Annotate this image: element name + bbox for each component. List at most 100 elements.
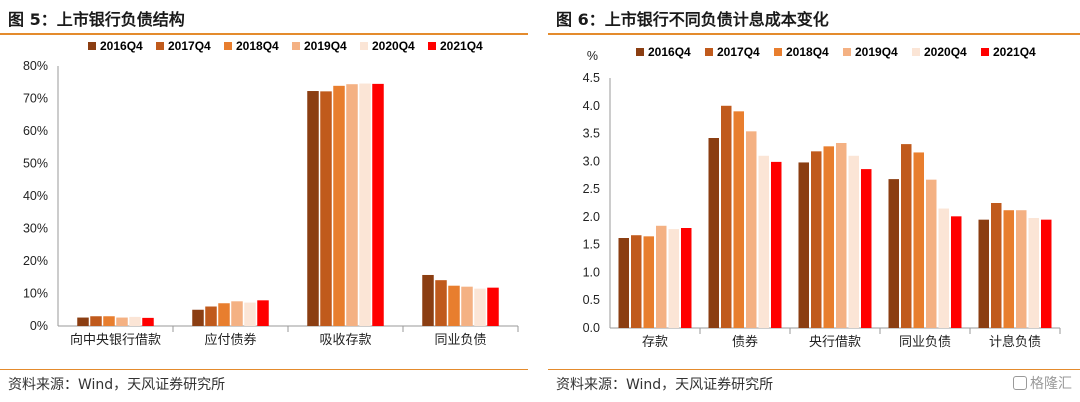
- x-category-label: 吸收存款: [319, 333, 371, 348]
- bar: [991, 203, 1002, 328]
- legend-label: 2021Q4: [993, 45, 1036, 59]
- bar: [708, 138, 719, 328]
- bar: [938, 208, 949, 328]
- bar: [1028, 218, 1039, 328]
- x-category-label: 债券: [732, 334, 758, 350]
- y-tick-label: 60%: [23, 124, 48, 138]
- y-tick-label: 3.0: [583, 154, 600, 168]
- bar: [142, 317, 154, 326]
- bar: [643, 236, 654, 328]
- bar: [823, 146, 834, 328]
- bar: [257, 300, 269, 326]
- bar: [771, 161, 782, 328]
- title-divider: [0, 33, 528, 35]
- legend-label: 2020Q4: [924, 45, 967, 59]
- x-category-label: 向中央银行借款: [70, 332, 161, 348]
- chart-panel-liability-cost: 图 6：上市银行不同负债计息成本变化 2016Q4 2017Q4 2018Q4 201…: [548, 0, 1080, 402]
- legend-label: 2018Q4: [236, 39, 279, 53]
- y-tick-label: 80%: [23, 59, 48, 73]
- y-tick-label: 30%: [23, 222, 48, 236]
- x-category-label: 计息负债: [989, 334, 1041, 350]
- bar: [448, 285, 460, 326]
- legend-label: 2017Q4: [168, 39, 211, 53]
- bar: [307, 91, 319, 327]
- bar: [681, 228, 692, 328]
- title-divider: [548, 33, 1080, 35]
- legend-label: 2016Q4: [648, 45, 691, 59]
- bar: [461, 286, 473, 326]
- y-tick-label: 40%: [23, 189, 48, 203]
- y-axis-unit-label: %: [587, 49, 598, 63]
- bar: [668, 229, 679, 328]
- bar: [90, 316, 102, 326]
- source-divider: [0, 369, 528, 370]
- bar: [372, 83, 384, 326]
- bar: [346, 84, 358, 326]
- bar: [474, 288, 486, 326]
- legend-swatch: [224, 42, 232, 50]
- bar: [205, 306, 217, 326]
- bar: [836, 143, 847, 328]
- bar: [656, 225, 667, 328]
- bar: [359, 83, 371, 326]
- y-tick-label: 0%: [30, 319, 48, 333]
- y-tick-label: 1.5: [583, 238, 600, 252]
- legend-swatch: [843, 48, 851, 56]
- bar: [1016, 210, 1027, 328]
- bar: [811, 151, 822, 328]
- bar: [244, 302, 256, 326]
- bar: [888, 179, 899, 328]
- chart-panel-liability-structure: 图 5：上市银行负债结构 2016Q4 2017Q4 2018Q4 2019Q4 202…: [0, 0, 528, 402]
- y-tick-label: 50%: [23, 157, 48, 171]
- bar: [1003, 210, 1014, 328]
- bar: [618, 238, 629, 328]
- x-category-label: 应付债券: [204, 332, 256, 348]
- legend-swatch: [636, 48, 644, 56]
- source-divider: [548, 369, 1080, 370]
- bar: [435, 280, 447, 326]
- bar: [951, 216, 962, 328]
- source-note: 资料来源：Wind，天风证券研究所: [556, 377, 774, 393]
- legend-swatch: [912, 48, 920, 56]
- y-tick-label: 4.0: [583, 99, 600, 113]
- legend-swatch: [774, 48, 782, 56]
- bar: [231, 301, 243, 326]
- bar: [129, 316, 141, 326]
- bar: [721, 105, 732, 329]
- bar: [901, 144, 912, 328]
- bar: [978, 219, 989, 328]
- bar: [116, 317, 128, 326]
- y-tick-label: 2.5: [583, 182, 600, 196]
- legend-swatch: [705, 48, 713, 56]
- watermark: 格隆汇: [1013, 373, 1072, 393]
- y-tick-label: 20%: [23, 254, 48, 268]
- bar: [320, 91, 332, 326]
- watermark-logo-icon: [1013, 376, 1027, 390]
- legend-swatch: [981, 48, 989, 56]
- bar: [758, 155, 769, 328]
- bar: [333, 85, 345, 326]
- legend-swatch: [292, 42, 300, 50]
- bar: [913, 152, 924, 328]
- bar: [422, 274, 434, 326]
- y-tick-label: 1.0: [583, 265, 600, 279]
- legend-label: 2019Q4: [855, 45, 898, 59]
- bar: [487, 287, 499, 326]
- bar: [848, 155, 859, 328]
- legend-label: 2020Q4: [372, 39, 415, 53]
- legend-label: 2019Q4: [304, 39, 347, 53]
- bar: [798, 162, 809, 328]
- bar: [746, 131, 757, 328]
- legend-label: 2021Q4: [440, 39, 483, 53]
- y-tick-label: 4.5: [583, 71, 600, 85]
- legend-label: 2017Q4: [717, 45, 760, 59]
- bar: [218, 303, 230, 326]
- bar: [103, 316, 115, 326]
- y-tick-label: 3.5: [583, 127, 600, 141]
- y-tick-label: 70%: [23, 92, 48, 106]
- bar: [733, 111, 744, 328]
- legend-swatch: [88, 42, 96, 50]
- x-category-label: 同业负债: [434, 333, 486, 348]
- watermark-text: 格隆汇: [1030, 376, 1072, 392]
- source-note: 资料来源：Wind，天风证券研究所: [8, 377, 226, 393]
